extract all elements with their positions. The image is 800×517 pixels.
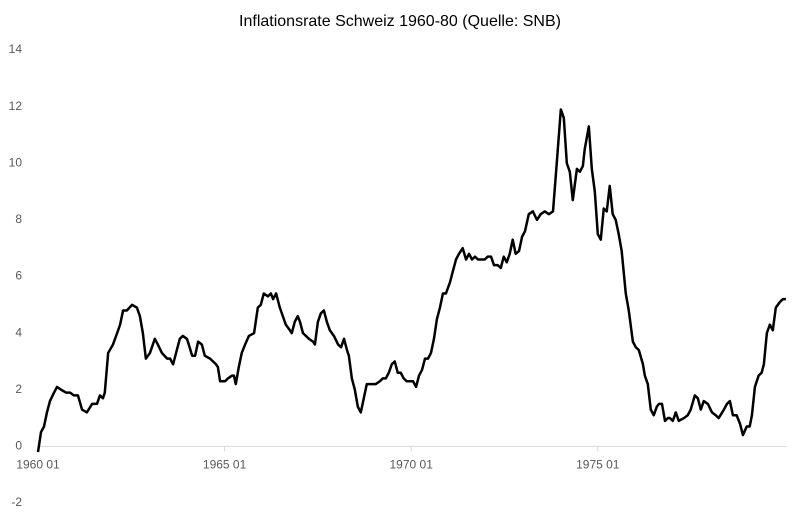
y-tick-label: 4	[15, 325, 22, 339]
x-tick-label: 1975 01	[576, 458, 620, 472]
y-tick-label: 6	[15, 269, 22, 283]
chart-title: Inflationsrate Schweiz 1960-80 (Quelle: …	[239, 13, 561, 30]
x-tick-label: 1970 01	[389, 458, 433, 472]
y-tick-label: 2	[15, 382, 22, 396]
x-tick-label: 1960 01	[16, 458, 60, 472]
y-tick-label: 14	[9, 42, 23, 56]
y-tick-label: 8	[15, 212, 22, 226]
y-tick-label: 12	[9, 99, 23, 113]
data-line	[36, 108, 786, 453]
y-tick-label: -2	[11, 495, 22, 509]
y-tick-label: 0	[15, 439, 22, 453]
y-tick-label: 10	[9, 155, 23, 169]
x-tick-label: 1965 01	[203, 458, 247, 472]
